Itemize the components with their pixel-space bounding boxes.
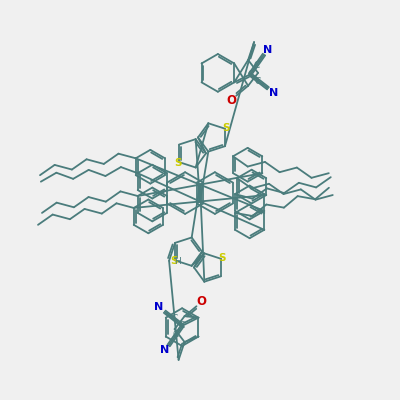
Text: C: C: [254, 61, 260, 70]
Text: N: N: [263, 44, 273, 54]
Text: C: C: [255, 77, 261, 86]
Text: N: N: [160, 346, 169, 356]
Text: C: C: [172, 330, 179, 339]
Text: C: C: [172, 314, 178, 323]
Text: O: O: [226, 94, 236, 107]
Text: C: C: [248, 70, 254, 79]
Text: N: N: [154, 302, 163, 312]
Text: S: S: [170, 256, 178, 266]
Text: N: N: [269, 88, 278, 98]
Text: S: S: [174, 158, 182, 168]
Text: H: H: [174, 257, 180, 266]
Text: O: O: [196, 295, 206, 308]
Text: S: S: [222, 123, 230, 133]
Text: C: C: [178, 321, 185, 330]
Text: S: S: [218, 253, 226, 263]
